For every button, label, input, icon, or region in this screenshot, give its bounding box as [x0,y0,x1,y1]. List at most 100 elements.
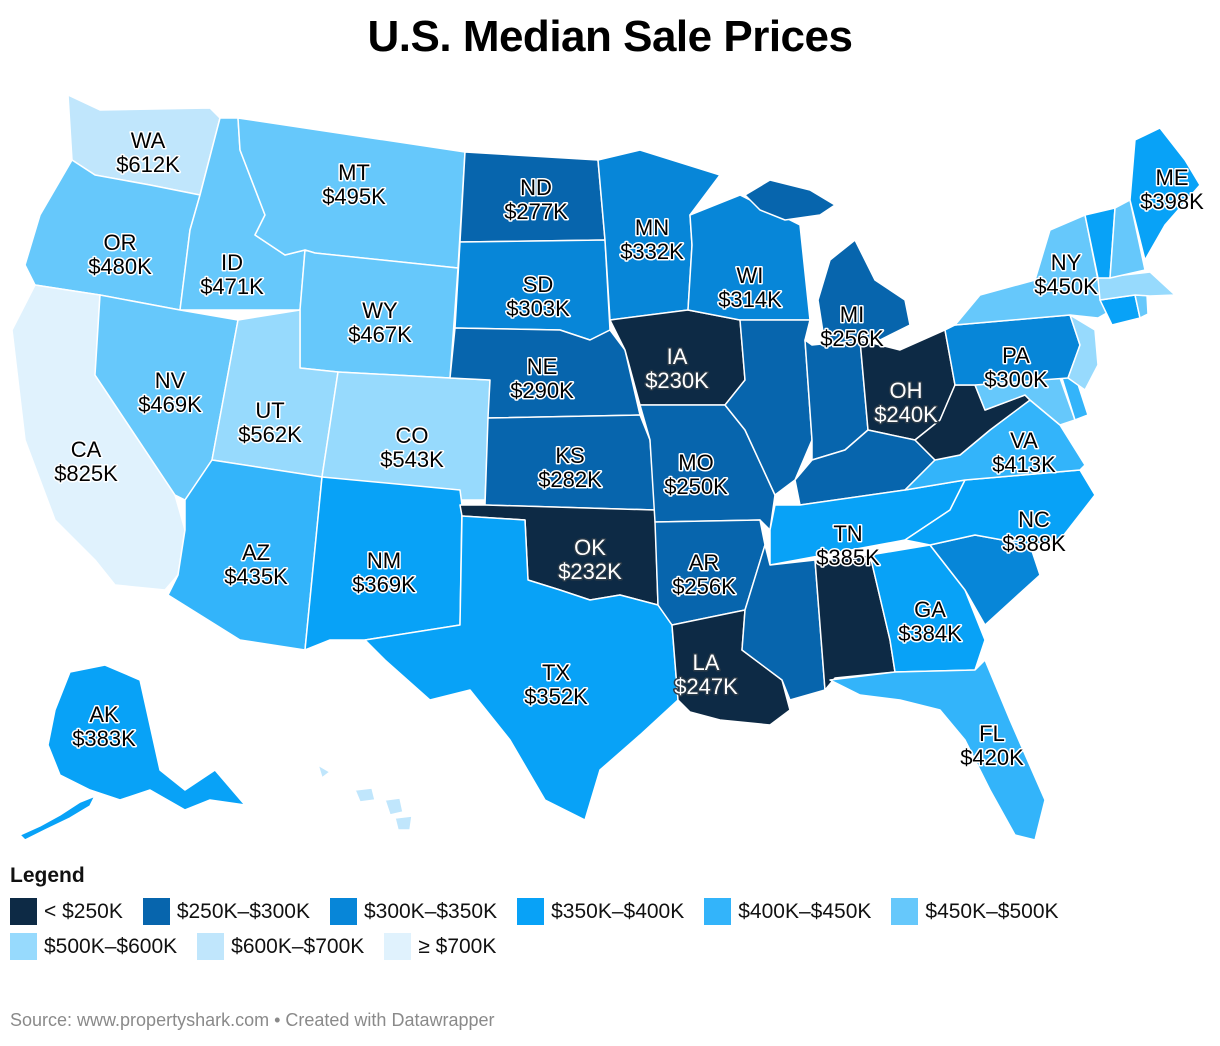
state-label-ut: UT [255,398,284,423]
state-nc[interactable] [904,469,1096,546]
state-label-ak: AK [89,702,119,727]
legend-swatch [10,933,37,960]
legend-label: $450K–$500K [925,899,1059,923]
legend-label: $250K–$300K [176,899,310,923]
state-label-or: OR [104,230,137,255]
state-label-ny: NY [1051,250,1082,275]
state-label-ok: OK [574,535,606,560]
legend-swatch [384,933,412,960]
state-label-va: VA [1010,428,1038,453]
state-price-id: $471K [200,274,264,299]
legend-swatch [517,898,545,925]
state-price-ar: $256K [672,574,736,599]
legend-label: ≥ $700K [418,934,497,958]
state-hi[interactable] [317,764,413,831]
legend-swatch [891,898,919,925]
state-label-ar: AR [689,550,720,575]
state-price-ny: $450K [1034,274,1098,299]
state-ms[interactable] [741,544,826,701]
state-price-pa: $300K [984,367,1048,392]
legend-item: $500K–$600K [10,933,177,960]
legend-item: $600K–$700K [197,933,364,960]
legend-item: $450K–$500K [891,898,1059,925]
state-price-oh: $240K [874,402,938,427]
legend-item: $350K–$400K [517,898,684,925]
state-price-or: $480K [88,254,152,279]
legend: < $250K $250K–$300K $300K–$350K $350K–$400K… [10,898,1210,960]
state-price-ga: $384K [898,621,962,646]
state-label-ia: IA [667,344,688,369]
state-label-wa: WA [131,128,166,153]
state-labels: WA$612K OR$480K CA$825K ID$471K NV$469K MT$49… [53,127,1206,772]
state-price-me: $398K [1140,189,1204,214]
state-price-mn: $332K [620,239,684,264]
state-label-ca: CA [71,437,102,462]
state-price-wa: $612K [116,152,180,177]
state-price-wy: $467K [348,322,412,347]
state-label-wi: WI [737,263,764,288]
legend-label: $300K–$350K [363,899,498,923]
legend-label: $400K–$450K [738,899,872,923]
state-price-sd: $303K [506,296,570,321]
legend-label: < $250K [44,899,123,923]
state-price-az: $435K [224,564,288,589]
state-fl[interactable] [829,659,1046,841]
state-label-nv: NV [155,368,186,393]
state-md[interactable] [974,377,1076,426]
state-label-id: ID [221,250,243,275]
state-ak-chain[interactable] [19,795,96,841]
state-label-co: CO [396,423,429,448]
legend-label: $600K–$700K [231,934,365,958]
legend-title: Legend [10,864,85,887]
state-mi[interactable] [817,239,911,346]
state-price-nd: $277K [504,199,568,224]
state-label-la: LA [693,650,720,675]
state-price-ia: $230K [645,368,709,393]
state-label-mn: MN [635,215,669,240]
state-price-ne: $290K [510,378,574,403]
state-il[interactable] [724,319,813,496]
legend-item: $300K–$350K [329,898,498,925]
state-nh[interactable] [1109,199,1146,279]
legend-label: $500K–$600K [44,934,178,958]
state-label-tn: TN [833,521,862,546]
legend-item: < $250K [10,898,123,925]
state-label-sd: SD [523,272,554,297]
state-price-ut: $562K [238,422,302,447]
state-price-ks: $282K [538,467,602,492]
state-price-fl: $420K [960,745,1024,770]
state-nj[interactable] [1067,314,1099,391]
state-label-fl: FL [979,721,1005,746]
state-price-nc: $388K [1002,531,1066,556]
state-label-ne: NE [527,354,558,379]
state-price-la: $247K [674,674,738,699]
state-ak[interactable] [47,664,246,811]
state-tx[interactable] [364,515,679,821]
state-price-nm: $369K [352,572,416,597]
state-price-mo: $250K [664,474,728,499]
state-ne[interactable] [449,327,641,419]
state-price-ok: $232K [558,559,622,584]
state-label-ks: KS [555,443,584,468]
state-label-tx: TX [542,660,570,685]
state-price-mi: $256K [820,326,884,351]
us-choropleth-map: WA$612K OR$480K CA$825K ID$471K NV$469K MT$49… [11,94,1206,841]
state-label-mo: MO [678,450,713,475]
state-price-ak: $383K [72,726,136,751]
state-price-tn: $385K [816,545,880,570]
state-label-nm: NM [367,548,401,573]
legend-label: $350K–$400K [551,899,685,923]
state-me[interactable] [1129,127,1201,261]
legend-item: ≥ $700K [384,933,496,960]
legend-swatch [704,898,732,925]
state-price-co: $543K [380,447,444,472]
state-mi-up[interactable] [744,179,836,221]
state-ma[interactable] [1097,271,1176,301]
legend-swatch [10,898,37,925]
legend-item: $400K–$450K [704,898,871,925]
state-label-me: ME [1156,165,1189,190]
state-price-nv: $469K [138,392,202,417]
legend-swatch [329,898,357,925]
state-label-mt: MT [338,160,370,185]
state-label-mi: MI [840,302,864,327]
